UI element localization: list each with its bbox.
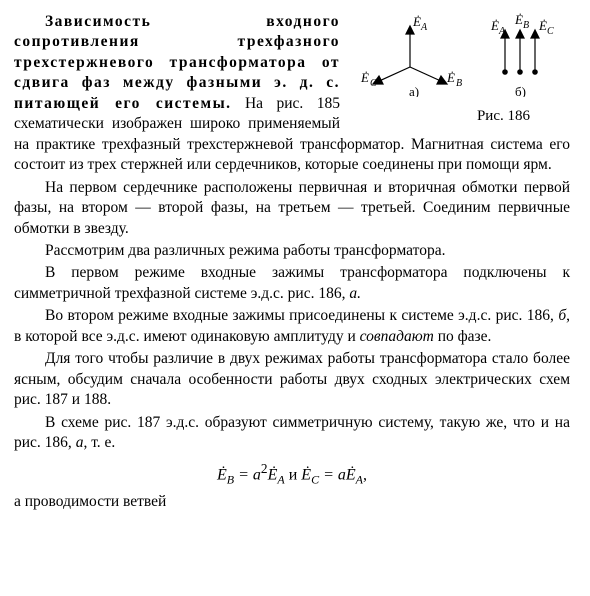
figure-caption: Рис. 186 [350, 107, 570, 127]
formula-line: ĖB = a2ĖA и ĖC = aĖA, [14, 460, 570, 488]
svg-text:A: A [420, 22, 428, 33]
paragraph-3: Рассмотрим два различных режима работы т… [14, 241, 570, 261]
svg-text:B: B [523, 20, 529, 31]
svg-text:Ė: Ė [412, 14, 421, 29]
paragraph-5: Во втором режиме входные зажимы присоеди… [14, 306, 570, 347]
svg-text:B: B [456, 78, 462, 89]
paragraph-2: На первом сердечнике расположены первичн… [14, 178, 570, 239]
svg-text:A: A [498, 26, 506, 37]
paragraph-4: В первом режиме входные зажимы трансформ… [14, 263, 570, 304]
svg-text:C: C [370, 78, 377, 89]
paragraph-8: а проводимости ветвей [14, 492, 570, 512]
svg-text:Ė: Ė [490, 18, 499, 33]
phasor-diagrams: ĖA ĖB ĖC а) ĖA ĖB ĖC б) [355, 12, 565, 97]
paragraph-6: Для того чтобы различие в двух режимах р… [14, 349, 570, 410]
figure-186: ĖA ĖB ĖC а) ĖA ĖB ĖC б) Рис. 186 [350, 12, 570, 127]
svg-text:б): б) [515, 84, 526, 97]
svg-text:Ė: Ė [538, 18, 547, 33]
svg-text:Ė: Ė [446, 70, 455, 85]
svg-text:Ė: Ė [360, 70, 369, 85]
svg-text:Ė: Ė [514, 12, 523, 27]
svg-text:C: C [547, 26, 554, 37]
svg-text:а): а) [409, 84, 419, 97]
paragraph-7: В схеме рис. 187 э.д.с. образуют симметр… [14, 413, 570, 454]
